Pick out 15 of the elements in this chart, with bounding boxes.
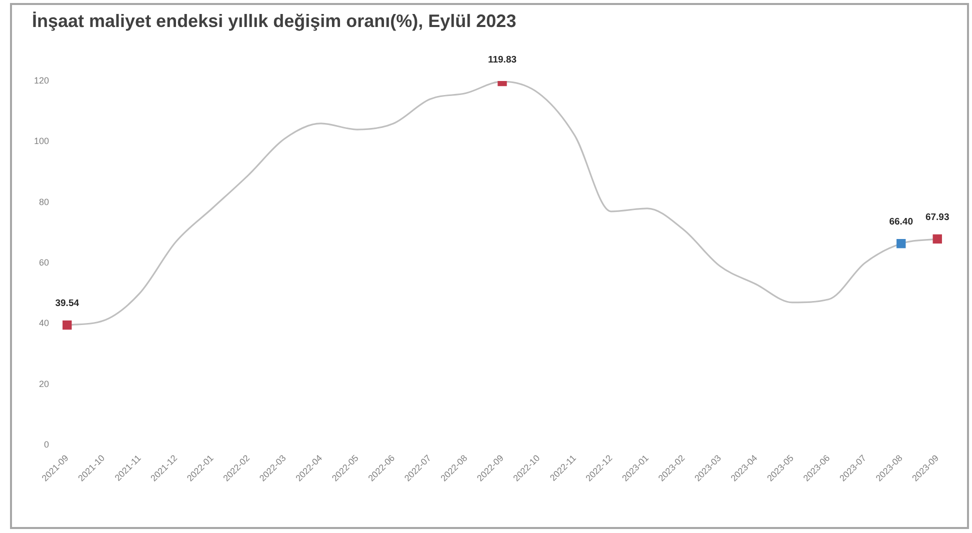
y-tick-label: 0 <box>44 439 49 450</box>
y-tick-label: 20 <box>38 378 49 389</box>
y-tick-label: 100 <box>34 136 49 146</box>
y-tick-label: 40 <box>38 318 49 328</box>
data-label: 119.83 <box>488 54 517 66</box>
data-label: 39.54 <box>55 298 80 309</box>
point <box>896 238 906 248</box>
data-label: 67.93 <box>925 212 950 223</box>
point <box>932 234 942 244</box>
chart-title: İnşaat maliyet endeksi yıllık değişim oranı(%), Eylül 2023 <box>32 11 516 32</box>
y-tick-label: 80 <box>38 196 49 207</box>
y-tick-label: 120 <box>34 75 49 86</box>
data-label: 66.40 <box>889 216 913 228</box>
y-tick-label: 60 <box>38 257 49 268</box>
point <box>62 320 72 330</box>
